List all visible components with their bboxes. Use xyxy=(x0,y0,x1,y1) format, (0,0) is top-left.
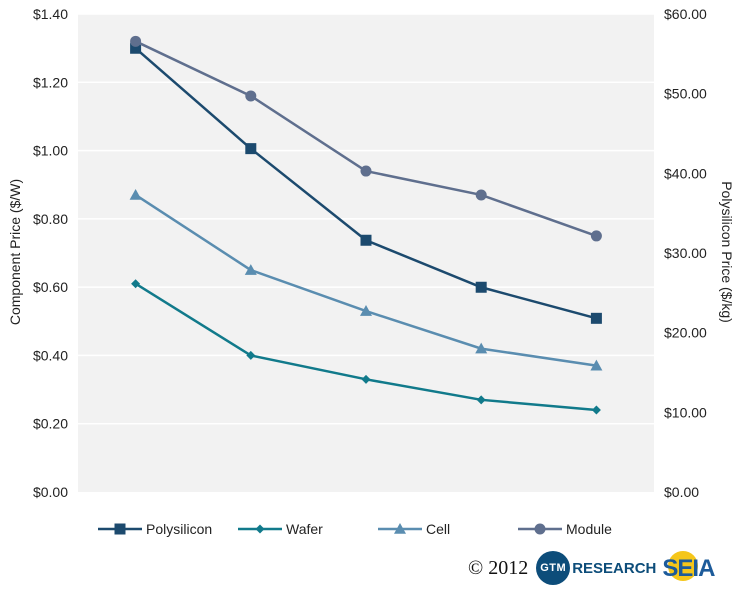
y-tick-label-left: $0.60 xyxy=(33,279,68,295)
legend-label-polysilicon: Polysilicon xyxy=(146,521,213,537)
legend-label-cell: Cell xyxy=(426,521,451,537)
y-tick-label-left: $1.00 xyxy=(33,143,68,159)
polysilicon-point xyxy=(360,234,372,246)
legend-marker-cell xyxy=(394,523,406,534)
y-axis-title-right: Polysilicon Price ($/kg) xyxy=(719,181,735,323)
legend-label-module: Module xyxy=(566,521,612,537)
module-point xyxy=(360,165,372,177)
module-point xyxy=(475,189,487,201)
seia-sun-shape xyxy=(668,551,699,581)
plot-area xyxy=(78,14,654,492)
gtm-logo-icon: GTM xyxy=(536,551,571,585)
seia-logo-text: SEIA xyxy=(662,555,715,582)
polysilicon-point xyxy=(475,281,487,293)
series-wafer xyxy=(131,279,601,415)
legend: Polysilicon Wafer Cell Module xyxy=(98,518,658,540)
gtm-research-text: RESEARCH xyxy=(572,559,657,577)
polysilicon-point xyxy=(245,143,257,155)
y-tick-label-right: $40.00 xyxy=(664,165,707,181)
legend-swatch-polysilicon xyxy=(98,523,142,535)
series-polysilicon xyxy=(130,42,602,324)
wafer-point xyxy=(591,405,601,415)
y-tick-label-left: $0.80 xyxy=(33,211,68,227)
y-tick-label-left: $0.20 xyxy=(33,416,68,432)
legend-marker-module xyxy=(534,523,546,535)
polysilicon-point xyxy=(590,312,602,324)
y-tick-label-left: $1.20 xyxy=(33,74,68,90)
legend-swatch-module xyxy=(518,523,562,535)
wafer-point xyxy=(246,350,256,360)
y-tick-label-right: $30.00 xyxy=(664,245,707,261)
y-tick-label-right: $50.00 xyxy=(664,86,707,102)
y-tick-label-right: $10.00 xyxy=(664,404,707,420)
cell-point xyxy=(590,359,603,371)
legend-swatch-cell xyxy=(378,523,422,534)
polysilicon-point xyxy=(130,42,142,54)
wafer-point xyxy=(131,279,141,289)
legend-item-module: Module xyxy=(518,521,658,537)
y-tick-label-right: $60.00 xyxy=(664,6,707,22)
legend-label-wafer: Wafer xyxy=(286,521,323,537)
module-point xyxy=(590,230,602,242)
legend-item-cell: Cell xyxy=(378,521,518,537)
legend-item-wafer: Wafer xyxy=(238,521,378,537)
footer-branding: © 2012 GTM RESEARCH SEIA xyxy=(468,550,724,586)
cell-point xyxy=(475,342,488,354)
seia-logo-icon: SEIA xyxy=(662,551,724,585)
legend-swatch-wafer xyxy=(238,524,282,534)
y-tick-label-left: $0.00 xyxy=(33,484,68,500)
cell-point xyxy=(129,188,142,200)
y-tick-label-left: $1.40 xyxy=(33,6,68,22)
wafer-point xyxy=(476,395,486,405)
series-cell xyxy=(129,188,603,371)
cell-point xyxy=(244,264,257,275)
legend-marker-polysilicon xyxy=(114,523,126,535)
y-axis-title-left: Component Price ($/W) xyxy=(7,179,23,325)
module-point xyxy=(130,35,142,47)
y-tick-label-left: $0.40 xyxy=(33,347,68,363)
module-point xyxy=(245,90,257,102)
wafer-point xyxy=(361,374,371,384)
y-tick-label-right: $20.00 xyxy=(664,325,707,341)
cell-point xyxy=(360,305,372,316)
legend-marker-wafer xyxy=(255,524,265,534)
legend-item-polysilicon: Polysilicon xyxy=(98,521,238,537)
y-tick-label-right: $0.00 xyxy=(664,484,699,500)
copyright-text: © 2012 xyxy=(468,556,529,579)
series-module xyxy=(130,35,602,242)
